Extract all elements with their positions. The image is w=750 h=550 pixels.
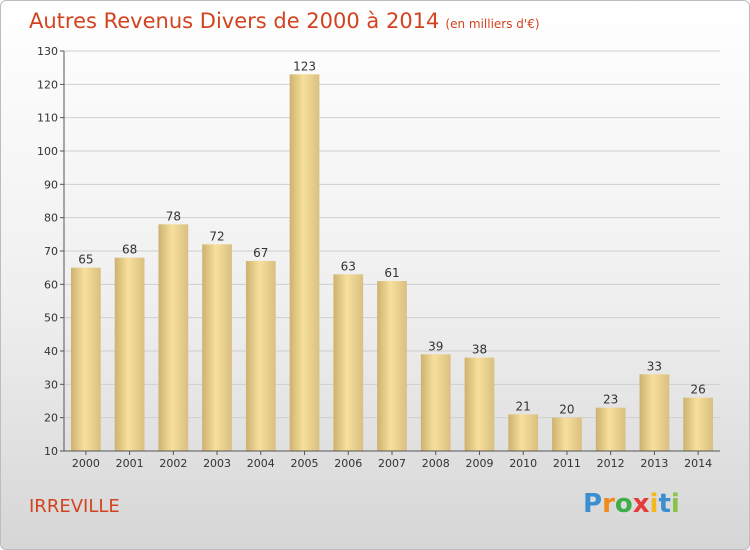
- y-tick-label: 70: [44, 245, 58, 258]
- x-tick-label: 2007: [378, 457, 406, 470]
- x-tick-label: 2010: [509, 457, 537, 470]
- data-label: 33: [647, 359, 662, 373]
- data-label: 20: [559, 403, 574, 417]
- x-tick-label: 2000: [72, 457, 100, 470]
- data-label: 39: [428, 339, 443, 353]
- bar-2009: [464, 357, 495, 451]
- y-tick-label: 130: [37, 45, 58, 58]
- bar-2005: [289, 74, 320, 451]
- bar-2000: [70, 267, 101, 451]
- bar-2012: [595, 407, 626, 451]
- x-tick-label: 2002: [159, 457, 187, 470]
- y-tick-label: 80: [44, 212, 58, 225]
- y-tick-label: 90: [44, 178, 58, 191]
- bar-2007: [377, 281, 407, 451]
- y-tick-label: 40: [44, 345, 58, 358]
- data-label: 72: [209, 229, 224, 243]
- axis-layer: 10 20 30 40 50 60 70 80 90 100 110 120 130 2000 2001 20…: [37, 45, 720, 470]
- x-tick-label: 2009: [465, 457, 493, 470]
- bar-2003: [202, 244, 232, 451]
- logo-letter: x: [632, 489, 650, 519]
- bar-2002: [158, 224, 189, 451]
- data-label: 67: [253, 246, 268, 260]
- data-label: 61: [384, 266, 399, 280]
- bar-2011: [552, 417, 582, 451]
- data-label: 78: [166, 209, 181, 223]
- data-label: 123: [293, 59, 316, 73]
- x-tick-label: 2008: [422, 457, 450, 470]
- y-tick-label: 50: [44, 312, 58, 325]
- y-tick-label: 100: [37, 145, 58, 158]
- y-tick-label: 10: [44, 445, 58, 458]
- logo-letter: i: [670, 489, 680, 519]
- data-label: 68: [122, 243, 137, 257]
- y-tick-label: 20: [44, 412, 58, 425]
- data-label: 63: [341, 259, 356, 273]
- data-label: 38: [472, 343, 487, 357]
- x-tick-label: 2012: [597, 457, 625, 470]
- data-label: 26: [690, 383, 705, 397]
- x-tick-label: 2006: [334, 457, 362, 470]
- x-tick-label: 2005: [291, 457, 319, 470]
- logo-letter: i: [649, 489, 659, 519]
- logo-letter: o: [614, 489, 633, 519]
- x-tick-label: 2003: [203, 457, 231, 470]
- data-label: 23: [603, 393, 618, 407]
- bar-2006: [333, 274, 364, 451]
- chart-title-text: Autres Revenus Divers de 2000 à 2014: [29, 9, 440, 33]
- bar-2008: [420, 354, 451, 451]
- y-tick-label: 60: [44, 278, 58, 291]
- x-tick-label: 2001: [116, 457, 144, 470]
- x-tick-label: 2013: [640, 457, 668, 470]
- bar-2004: [245, 261, 276, 451]
- town-name: IRREVILLE: [29, 496, 120, 517]
- y-tick-label: 110: [37, 112, 58, 125]
- bar-layer: 65 68 78 72 67 123 63 61 39 38 21 20 23 33 26: [70, 59, 714, 451]
- x-tick-label: 2014: [684, 457, 712, 470]
- bar-2013: [639, 374, 670, 451]
- x-tick-label: 2011: [553, 457, 581, 470]
- bar-2010: [508, 414, 539, 451]
- logo-letter: P: [583, 489, 603, 519]
- proxiti-logo: Proxiti: [583, 489, 680, 519]
- data-label: 21: [516, 399, 531, 413]
- chart-unit: (en milliers d'€): [445, 17, 540, 31]
- x-tick-label: 2004: [247, 457, 275, 470]
- y-tick-label: 30: [44, 378, 58, 391]
- bar-2014: [683, 397, 714, 451]
- logo-letter: r: [602, 489, 615, 519]
- chart-title: Autres Revenus Divers de 2000 à 2014 (en …: [29, 9, 540, 33]
- y-tick-label: 120: [37, 78, 58, 91]
- logo-letter: t: [658, 489, 671, 519]
- bar-2001: [114, 257, 145, 451]
- data-label: 65: [78, 253, 93, 267]
